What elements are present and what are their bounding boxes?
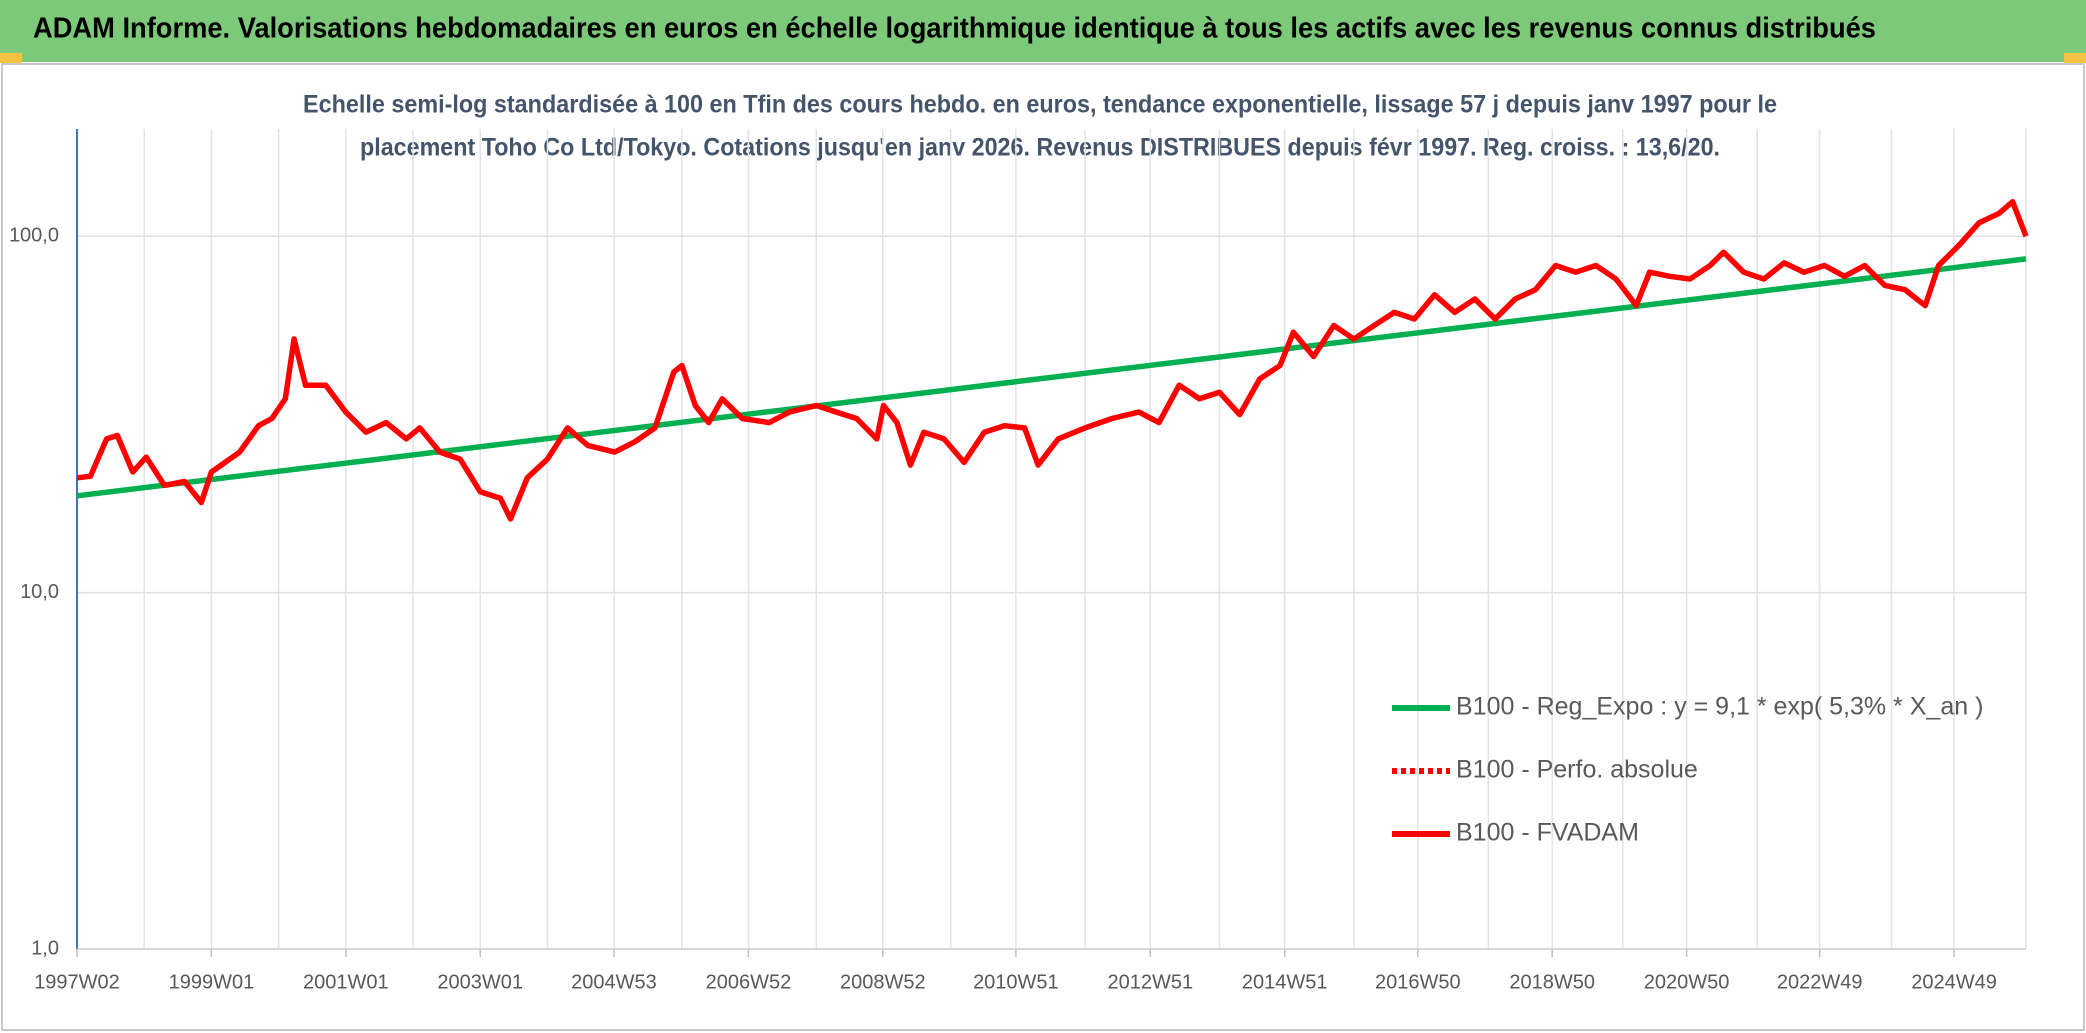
x-tick-label: 2016W50 <box>1375 971 1461 993</box>
chart-frame <box>1 63 2085 1031</box>
x-tick-label: 1999W01 <box>169 971 255 993</box>
x-tick-label: 2006W52 <box>706 971 792 993</box>
corner <box>2064 53 2086 63</box>
x-tick-label: 1997W02 <box>34 971 120 993</box>
x-tick-label: 2004W53 <box>571 971 657 993</box>
header-bar <box>0 0 2086 62</box>
y-tick-label: 1,0 <box>31 937 59 959</box>
x-tick-label: 2018W50 <box>1509 971 1595 993</box>
x-tick-label: 2022W49 <box>1777 971 1863 993</box>
x-tick-label: 2001W01 <box>303 971 389 993</box>
x-tick-label: 2008W52 <box>840 971 926 993</box>
corner <box>0 53 22 63</box>
x-tick-label: 2010W51 <box>973 971 1059 993</box>
x-tick-label: 2012W51 <box>1107 971 1193 993</box>
x-tick-label: 2014W51 <box>1242 971 1328 993</box>
series-line <box>76 198 2029 522</box>
series-line <box>76 256 2027 499</box>
legend-label: B100 - FVADAM <box>1456 819 1639 847</box>
x-tick-label: 2020W50 <box>1644 971 1730 993</box>
legend-label: B100 - Perfo. absolue <box>1456 756 1698 784</box>
y-tick-label: 10,0 <box>20 581 59 603</box>
legend-label: B100 - Reg_Expo : y = 9,1 * exp( 5,3% * … <box>1456 693 1983 721</box>
x-tick-label: 2024W49 <box>1911 971 1997 993</box>
x-tick-label: 2003W01 <box>437 971 523 993</box>
chart-title: ADAM Informe. Valorisations hebdomadaire… <box>33 13 1876 45</box>
y-tick-label: 100,0 <box>9 225 59 247</box>
chart-subtitle: placement Toho Co Ltd/Tokyo. Cotations j… <box>360 134 1720 162</box>
chart-subtitle: Echelle semi-log standardisée à 100 en T… <box>303 91 1777 119</box>
